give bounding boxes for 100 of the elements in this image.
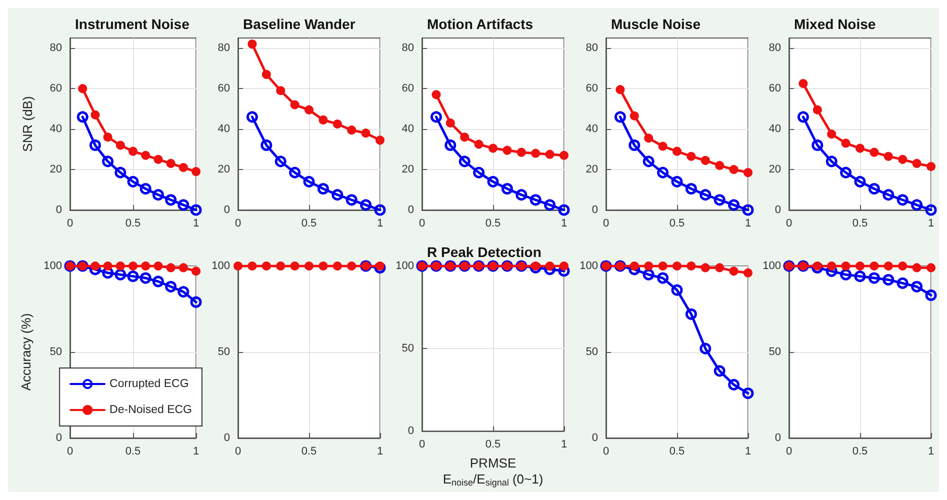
point bbox=[262, 70, 271, 79]
point bbox=[629, 262, 638, 270]
point bbox=[699, 342, 711, 354]
x-tick-label: 1 bbox=[192, 446, 200, 458]
y-axis-title: SNR (dB) bbox=[20, 96, 35, 152]
point bbox=[826, 156, 838, 168]
chart-title: Mixed Noise bbox=[794, 16, 876, 32]
point bbox=[827, 130, 836, 139]
y-tick-label: 50 bbox=[218, 346, 230, 358]
point bbox=[898, 154, 908, 164]
point bbox=[628, 140, 640, 151]
point bbox=[274, 156, 286, 168]
y-tick-label: 0 bbox=[224, 204, 230, 216]
point bbox=[686, 152, 696, 161]
point bbox=[672, 262, 681, 270]
y-tick-label: 50 bbox=[50, 346, 62, 358]
point bbox=[743, 168, 752, 178]
x-tick-label: 0 bbox=[234, 218, 242, 230]
point bbox=[911, 280, 923, 292]
x-tick-label: 0.5 bbox=[125, 446, 141, 458]
point bbox=[360, 199, 372, 211]
point bbox=[102, 156, 114, 168]
point bbox=[699, 189, 711, 201]
point bbox=[912, 158, 922, 168]
point bbox=[128, 146, 138, 156]
point bbox=[898, 262, 908, 270]
x-tick-label: 0.5 bbox=[668, 446, 684, 458]
point bbox=[166, 158, 176, 168]
x-tick-label: 1 bbox=[928, 218, 934, 230]
point bbox=[192, 266, 200, 276]
point bbox=[114, 166, 126, 178]
point bbox=[856, 262, 865, 270]
point bbox=[458, 156, 470, 168]
point bbox=[152, 189, 164, 201]
point bbox=[276, 86, 286, 96]
point bbox=[260, 140, 272, 151]
point bbox=[911, 199, 923, 211]
y-tick-label: 40 bbox=[218, 123, 230, 136]
point bbox=[178, 199, 190, 211]
point bbox=[154, 154, 163, 164]
y-tick-label: 80 bbox=[402, 42, 414, 54]
point bbox=[116, 140, 125, 150]
point bbox=[332, 189, 344, 201]
point bbox=[544, 199, 556, 211]
point bbox=[152, 276, 164, 288]
point bbox=[472, 166, 484, 178]
point bbox=[165, 280, 177, 292]
point bbox=[102, 267, 114, 279]
point bbox=[644, 134, 653, 143]
point bbox=[912, 263, 922, 272]
point bbox=[474, 140, 484, 149]
y-tick-label: 20 bbox=[218, 164, 230, 176]
point bbox=[854, 270, 866, 282]
point bbox=[713, 365, 725, 377]
y-tick-label: 50 bbox=[402, 342, 414, 355]
point bbox=[346, 194, 358, 206]
point bbox=[882, 274, 894, 286]
y-tick-label: 40 bbox=[50, 123, 62, 136]
y-tick-label: 20 bbox=[402, 164, 414, 176]
point bbox=[884, 152, 894, 161]
legend-label: Corrupted ECG bbox=[110, 378, 189, 390]
point bbox=[140, 272, 152, 284]
point bbox=[670, 284, 682, 296]
x-tick-label: 1 bbox=[560, 218, 567, 230]
point bbox=[743, 268, 752, 278]
point bbox=[290, 100, 300, 110]
point bbox=[116, 262, 125, 270]
x-tick-label: 1 bbox=[376, 218, 384, 230]
x-tick-label: 0.5 bbox=[301, 446, 317, 458]
y-tick-label: 100 bbox=[212, 260, 230, 272]
point bbox=[460, 132, 469, 142]
point bbox=[502, 146, 512, 155]
point bbox=[656, 272, 668, 284]
y-tick-label: 80 bbox=[585, 42, 598, 54]
point bbox=[868, 183, 880, 194]
point bbox=[897, 194, 909, 206]
point bbox=[154, 262, 163, 270]
point bbox=[192, 167, 200, 176]
point bbox=[89, 140, 101, 151]
point bbox=[166, 263, 176, 272]
point bbox=[827, 262, 836, 270]
y-tick-label: 60 bbox=[50, 82, 62, 95]
point bbox=[361, 128, 370, 138]
point bbox=[629, 111, 638, 120]
point bbox=[128, 262, 138, 270]
point bbox=[516, 148, 526, 157]
y-tick-label: 100 bbox=[762, 260, 782, 272]
y-tick-label: 40 bbox=[585, 123, 598, 136]
x-tick-label: 0.5 bbox=[852, 446, 868, 458]
point bbox=[870, 262, 879, 270]
point bbox=[812, 140, 824, 151]
y-tick-label: 80 bbox=[50, 42, 62, 54]
point bbox=[530, 194, 542, 206]
point bbox=[728, 378, 740, 390]
point bbox=[289, 166, 301, 178]
point bbox=[488, 144, 498, 153]
y-tick-label: 20 bbox=[50, 164, 62, 176]
point bbox=[332, 120, 342, 128]
point bbox=[670, 176, 682, 188]
y-tick-label: 20 bbox=[769, 164, 782, 176]
